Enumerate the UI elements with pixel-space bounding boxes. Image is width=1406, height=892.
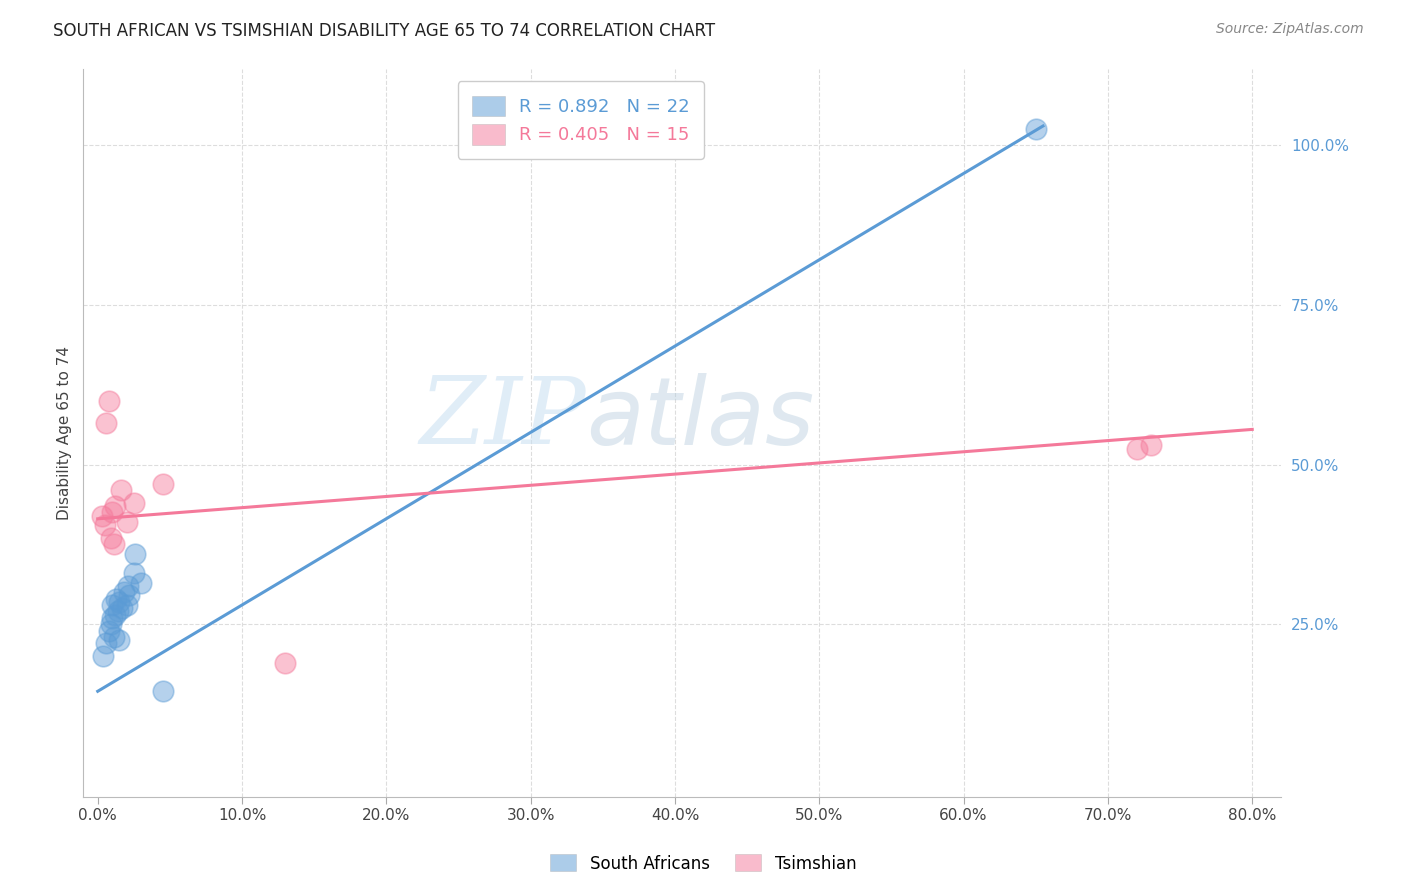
- Point: [104, 499, 127, 513]
- Point: [101, 611, 124, 625]
- Point: [1126, 442, 1149, 456]
- Legend: R = 0.892   N = 22, R = 0.405   N = 15: R = 0.892 N = 22, R = 0.405 N = 15: [457, 81, 704, 159]
- Point: [124, 547, 146, 561]
- Point: [104, 607, 127, 622]
- Point: [93, 649, 115, 664]
- Point: [274, 656, 297, 670]
- Point: [108, 633, 131, 648]
- Point: [98, 624, 121, 638]
- Point: [100, 531, 122, 545]
- Text: ZIP: ZIP: [420, 373, 586, 463]
- Y-axis label: Disability Age 65 to 74: Disability Age 65 to 74: [58, 345, 72, 520]
- Point: [103, 630, 125, 644]
- Point: [115, 515, 138, 529]
- Point: [98, 393, 121, 408]
- Point: [110, 483, 132, 497]
- Point: [1140, 438, 1163, 452]
- Point: [111, 601, 134, 615]
- Point: [115, 598, 138, 612]
- Point: [101, 505, 124, 519]
- Point: [103, 537, 125, 551]
- Point: [112, 585, 135, 599]
- Point: [91, 508, 114, 523]
- Point: [94, 518, 117, 533]
- Text: atlas: atlas: [586, 373, 814, 464]
- Text: SOUTH AFRICAN VS TSIMSHIAN DISABILITY AGE 65 TO 74 CORRELATION CHART: SOUTH AFRICAN VS TSIMSHIAN DISABILITY AG…: [53, 22, 716, 40]
- Point: [122, 566, 145, 581]
- Point: [152, 684, 174, 698]
- Point: [1025, 122, 1047, 136]
- Point: [108, 595, 131, 609]
- Point: [117, 579, 139, 593]
- Point: [96, 636, 118, 650]
- Text: Source: ZipAtlas.com: Source: ZipAtlas.com: [1216, 22, 1364, 37]
- Legend: South Africans, Tsimshian: South Africans, Tsimshian: [543, 847, 863, 880]
- Point: [129, 575, 152, 590]
- Point: [118, 589, 141, 603]
- Point: [107, 604, 129, 618]
- Point: [101, 598, 124, 612]
- Point: [105, 591, 128, 606]
- Point: [100, 617, 122, 632]
- Point: [122, 496, 145, 510]
- Point: [152, 476, 174, 491]
- Point: [96, 416, 118, 430]
